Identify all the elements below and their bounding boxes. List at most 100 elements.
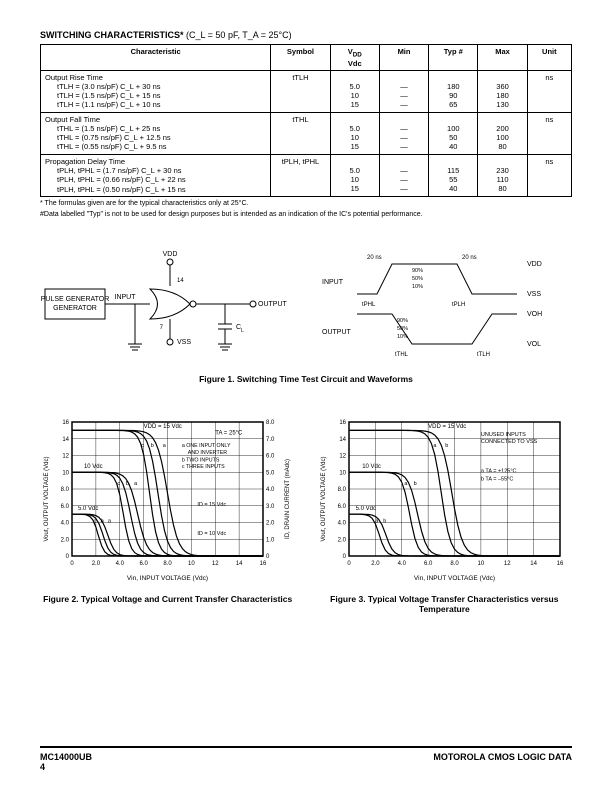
svg-text:0: 0 [70, 561, 74, 567]
svg-text:a: a [163, 443, 167, 449]
svg-text:b TA = –55°C: b TA = –55°C [481, 476, 513, 482]
svg-text:a TA = +125°C: a TA = +125°C [481, 468, 517, 474]
svg-text:a: a [134, 480, 138, 486]
svg-text:2.0: 2.0 [337, 537, 346, 543]
figure1-caption: Figure 1. Switching Time Test Circuit an… [40, 374, 572, 384]
svg-text:0: 0 [342, 554, 346, 560]
svg-text:3.0: 3.0 [266, 503, 275, 509]
svg-text:Vin, INPUT VOLTAGE (Vdc): Vin, INPUT VOLTAGE (Vdc) [414, 575, 495, 582]
svg-text:a: a [108, 518, 112, 524]
svg-text:8.0: 8.0 [450, 561, 459, 567]
svg-text:VOH: VOH [527, 311, 542, 318]
svg-text:12: 12 [339, 453, 346, 459]
svg-text:0: 0 [347, 561, 351, 567]
svg-text:ID, DRAIN CURRENT (mAdc): ID, DRAIN CURRENT (mAdc) [285, 459, 291, 539]
figure3-caption: Figure 3. Typical Voltage Transfer Chara… [317, 594, 572, 614]
svg-text:OUTPUT: OUTPUT [258, 301, 288, 308]
svg-text:14: 14 [236, 561, 243, 567]
footnote-2: #Data labelled "Typ" is not to be used f… [40, 211, 572, 219]
th-max: Max [478, 45, 527, 71]
svg-text:b: b [445, 443, 448, 449]
svg-text:90%: 90% [397, 318, 408, 324]
svg-text:90%: 90% [412, 268, 423, 274]
svg-text:a ONE INPUT ONLY: a ONE INPUT ONLY [182, 443, 231, 449]
figure1-circuit: PULSE GENERATOR GENERATOR INPUT VDD 14 O… [40, 244, 295, 364]
svg-text:PULSE GENERATOR: PULSE GENERATOR [41, 296, 110, 303]
svg-text:ID = 15 Vdc: ID = 15 Vdc [197, 501, 226, 507]
svg-text:b: b [413, 480, 416, 486]
svg-text:b: b [101, 518, 104, 524]
svg-text:VSS: VSS [527, 291, 541, 298]
th-unit: Unit [527, 45, 571, 71]
svg-text:UNUSED INPUTS: UNUSED INPUTS [481, 432, 526, 438]
svg-text:VDD: VDD [163, 251, 178, 258]
svg-text:c: c [93, 518, 96, 524]
svg-text:Vin, INPUT VOLTAGE (Vdc): Vin, INPUT VOLTAGE (Vdc) [127, 575, 208, 582]
svg-text:4.0: 4.0 [397, 561, 406, 567]
th-symbol: Symbol [271, 45, 330, 71]
svg-text:b: b [383, 518, 386, 524]
svg-text:50%: 50% [412, 276, 423, 282]
figure2-caption: Figure 2. Typical Voltage and Current Tr… [40, 594, 295, 604]
svg-text:CONNECTED TO VSS: CONNECTED TO VSS [481, 439, 538, 445]
svg-text:tPLH: tPLH [452, 302, 465, 308]
svg-text:VDD = 15 Vdc: VDD = 15 Vdc [144, 424, 182, 430]
footnote-1: * The formulas given are for the typical… [40, 200, 572, 208]
svg-text:AND INVERTER: AND INVERTER [188, 449, 228, 455]
svg-text:5.0 Vdc: 5.0 Vdc [355, 506, 375, 512]
svg-text:10%: 10% [397, 334, 408, 340]
figure1-waveforms: INPUT 20 ns 20 ns VDD VSS 90% 50% 10% OU… [317, 244, 572, 364]
svg-text:2.0: 2.0 [92, 561, 101, 567]
svg-text:12: 12 [62, 453, 69, 459]
svg-text:6.0: 6.0 [337, 503, 346, 509]
svg-text:c THREE INPUTS: c THREE INPUTS [182, 464, 225, 470]
svg-text:b TWO INPUTS: b TWO INPUTS [182, 457, 220, 463]
svg-text:2.0: 2.0 [61, 537, 70, 543]
svg-text:Vout, OUTPUT VOLTAGE (Vdc): Vout, OUTPUT VOLTAGE (Vdc) [44, 456, 50, 541]
svg-text:OUTPUT: OUTPUT [322, 329, 352, 336]
svg-text:12: 12 [504, 561, 511, 567]
svg-text:CL: CL [236, 324, 244, 334]
svg-text:12: 12 [212, 561, 219, 567]
svg-text:8.0: 8.0 [163, 561, 172, 567]
svg-text:b: b [126, 480, 129, 486]
svg-text:INPUT: INPUT [115, 294, 137, 301]
svg-text:10 Vdc: 10 Vdc [362, 464, 381, 470]
svg-text:2.0: 2.0 [266, 520, 275, 526]
svg-text:GENERATOR: GENERATOR [53, 305, 97, 312]
svg-text:VDD = 15 Vdc: VDD = 15 Vdc [428, 424, 466, 430]
svg-text:8.0: 8.0 [266, 420, 275, 426]
th-typ: Typ # [429, 45, 478, 71]
svg-text:7: 7 [160, 325, 164, 331]
svg-text:20 ns: 20 ns [367, 255, 382, 261]
svg-text:10: 10 [339, 470, 346, 476]
svg-text:14: 14 [339, 436, 346, 442]
svg-text:b: b [151, 443, 154, 449]
svg-text:VDD: VDD [527, 261, 542, 268]
svg-text:8.0: 8.0 [337, 487, 346, 493]
figure2: 02.04.06.08.01012141602.04.06.08.0101214… [40, 414, 295, 614]
svg-text:tTLH: tTLH [477, 352, 490, 358]
svg-text:5.0 Vdc: 5.0 Vdc [78, 506, 98, 512]
svg-text:c: c [141, 443, 144, 449]
svg-text:7.0: 7.0 [266, 436, 275, 442]
svg-text:10: 10 [62, 470, 69, 476]
th-vdd: VDDVdc [330, 45, 379, 71]
th-min: Min [379, 45, 428, 71]
svg-text:16: 16 [556, 561, 563, 567]
svg-text:5.0: 5.0 [266, 470, 275, 476]
svg-text:8.0: 8.0 [61, 487, 70, 493]
svg-text:10: 10 [477, 561, 484, 567]
svg-text:4.0: 4.0 [266, 487, 275, 493]
svg-text:1.0: 1.0 [266, 537, 275, 543]
svg-text:4.0: 4.0 [116, 561, 125, 567]
svg-text:ID = 10 Vdc: ID = 10 Vdc [197, 531, 226, 537]
svg-text:6.0: 6.0 [139, 561, 148, 567]
svg-text:4.0: 4.0 [61, 520, 70, 526]
svg-text:16: 16 [62, 420, 69, 426]
svg-text:0: 0 [66, 554, 70, 560]
svg-text:INPUT: INPUT [322, 279, 344, 286]
svg-text:c: c [117, 480, 120, 486]
characteristics-table: Characteristic Symbol VDDVdc Min Typ # M… [40, 44, 572, 197]
svg-text:20 ns: 20 ns [462, 255, 477, 261]
